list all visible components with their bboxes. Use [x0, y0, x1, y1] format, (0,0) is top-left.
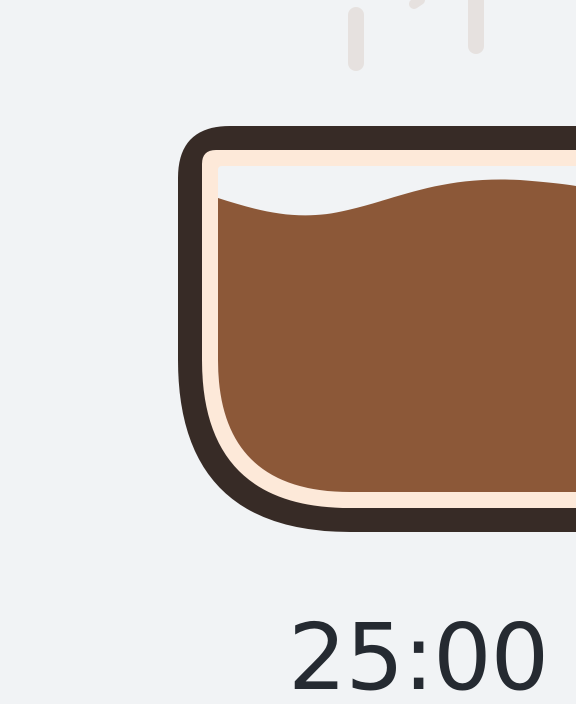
- coffee-liquid: [218, 179, 576, 492]
- coffee-cup-icon: [178, 0, 576, 532]
- steam-icon: [348, 0, 484, 71]
- timer-display: 25:00: [288, 604, 549, 704]
- steam-wisp-middle: [409, 0, 425, 9]
